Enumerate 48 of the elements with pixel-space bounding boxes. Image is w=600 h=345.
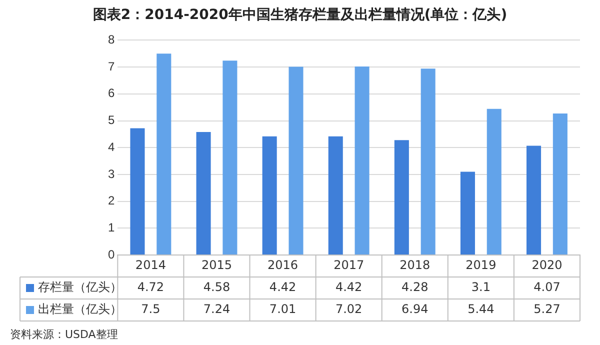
- bar: [420, 68, 436, 254]
- chart-title: 图表2：2014-2020年中国生猪存栏量及出栏量情况(单位：亿头): [92, 6, 508, 25]
- data-label: 7.24: [203, 302, 230, 316]
- bar: [460, 172, 475, 254]
- x-tick-label: 2018: [400, 258, 430, 272]
- bar: [328, 136, 343, 254]
- data-label: 4.42: [269, 280, 296, 294]
- bar: [196, 132, 211, 254]
- data-label: 3.1: [471, 280, 490, 294]
- bar: [354, 66, 370, 254]
- y-tick-label: 3: [108, 166, 115, 181]
- data-label: 7.01: [269, 302, 296, 316]
- y-tick-label: 8: [108, 32, 115, 47]
- x-tick-label: 2014: [135, 258, 166, 272]
- bar: [394, 140, 409, 254]
- data-label: 5.27: [534, 302, 560, 316]
- data-label: 4.28: [402, 280, 428, 294]
- legend-label: 出栏量（亿头）: [38, 302, 122, 316]
- y-tick-label: 6: [108, 86, 115, 100]
- x-tick-label: 2017: [334, 258, 364, 272]
- data-label: 5.44: [468, 302, 494, 316]
- data-label: 7.5: [141, 302, 160, 316]
- bar: [288, 66, 304, 254]
- bar: [222, 60, 238, 254]
- bar: [526, 146, 542, 254]
- data-label: 6.94: [402, 302, 428, 316]
- bar: [130, 128, 145, 254]
- y-tick-label: 7: [108, 59, 115, 74]
- bar: [156, 54, 172, 254]
- data-label: 7.02: [335, 302, 362, 316]
- legend-label: 存栏量（亿头）: [38, 280, 122, 294]
- y-tick-label: 1: [108, 220, 115, 234]
- x-tick-label: 2019: [466, 258, 496, 272]
- data-label: 4.72: [137, 280, 164, 294]
- x-tick-label: 2015: [201, 258, 232, 272]
- y-tick-label: 5: [108, 113, 115, 128]
- x-tick-label: 2016: [268, 258, 298, 272]
- y-tick-label: 2: [108, 194, 115, 208]
- y-tick-label: 0: [108, 247, 115, 262]
- bar: [486, 108, 502, 254]
- data-label: 4.58: [203, 280, 230, 294]
- bar: [552, 114, 568, 254]
- data-label: 4.42: [335, 280, 362, 294]
- bar: [262, 136, 277, 254]
- data-label: 4.07: [534, 280, 560, 294]
- text: 资料来源：USDA整理: [9, 327, 119, 343]
- y-tick-label: 4: [108, 140, 115, 154]
- x-tick-label: 2020: [532, 258, 562, 272]
